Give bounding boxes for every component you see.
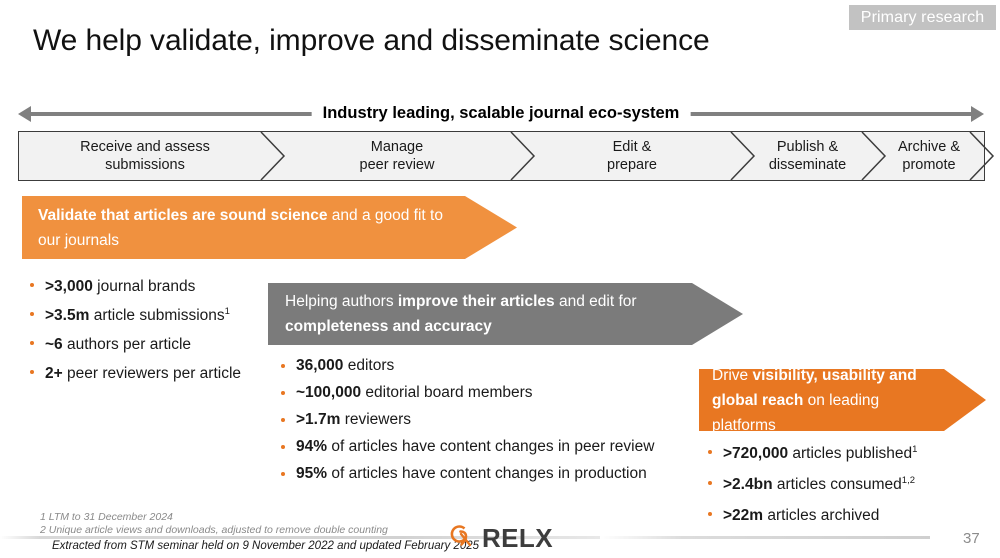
banner-improve-bold2: completeness and accuracy (285, 318, 492, 335)
page-number: 37 (963, 530, 980, 547)
banner-disseminate: Drive visibility, usability and global r… (699, 369, 986, 431)
list-item: >1.7m reviewers (279, 406, 654, 433)
process-step-label: Receive and assess submissions (80, 139, 210, 173)
process-step-label: Manage peer review (359, 139, 435, 173)
process-step-manage[interactable]: Manage peer review (272, 131, 522, 181)
banner-disseminate-rest: on leading platforms (712, 391, 880, 434)
relx-logo: RELX (448, 521, 553, 554)
list-item: >3,000 journal brands (28, 270, 241, 299)
process-step-archive[interactable]: Archive & promote (873, 131, 985, 181)
banner-improve-bold: improve their articles (397, 293, 555, 310)
banner-validate: Validate that articles are sound science… (22, 196, 517, 259)
bullet-list-disseminate: >720,000 articles published1 >2.4bn arti… (706, 436, 917, 529)
list-item: 95% of articles have content changes in … (279, 460, 654, 487)
banner-validate-bold: Validate that articles are sound science (38, 206, 328, 224)
status-badge: Primary research (849, 5, 996, 30)
banner-improve-mid: and edit for (554, 293, 637, 310)
list-item: ~6 authors per article (28, 328, 241, 357)
footnote-1: 1 LTM to 31 December 2024 (40, 511, 173, 523)
footnotes: 1 LTM to 31 December 2024 2 Unique artic… (40, 511, 388, 537)
list-item: 94% of articles have content changes in … (279, 433, 654, 460)
list-item: 36,000 editors (279, 352, 654, 379)
list-item: 2+ peer reviewers per article (28, 357, 241, 386)
banner-disseminate-bold: visibility, usability and global reach (712, 366, 917, 409)
banner-disseminate-text: Drive visibility, usability and global r… (712, 366, 940, 434)
footer-divider-right (600, 536, 930, 539)
banner-improve: Helping authors improve their articles a… (268, 283, 743, 345)
source-note: Extracted from STM seminar held on 9 Nov… (52, 540, 480, 552)
footnote-2: 2 Unique article views and downloads, ad… (40, 524, 388, 536)
banner-improve-pre: Helping authors (285, 293, 398, 310)
industry-arrow-caption: Industry leading, scalable journal eco-s… (311, 102, 691, 124)
list-item: ~100,000 editorial board members (279, 379, 654, 406)
process-step-label: Archive & promote (897, 139, 961, 173)
bullet-list-validate: >3,000 journal brands >3.5m article subm… (28, 270, 241, 387)
industry-arrow-band: Industry leading, scalable journal eco-s… (18, 102, 984, 124)
list-item: >2.4bn articles consumed1,2 (706, 467, 917, 498)
arrow-head-right-icon (971, 106, 984, 122)
banner-validate-text: Validate that articles are sound science… (38, 203, 457, 253)
banner-improve-text: Helping authors improve their articles a… (285, 289, 685, 339)
process-step-edit[interactable]: Edit & prepare (522, 131, 742, 181)
relx-mark-icon (448, 521, 478, 554)
list-item: >22m articles archived (706, 498, 917, 529)
banner-disseminate-pre: Drive (712, 366, 753, 384)
process-step-receive[interactable]: Receive and assess submissions (18, 131, 272, 181)
page-title: We help validate, improve and disseminat… (33, 24, 710, 57)
process-step-publish[interactable]: Publish & disseminate (742, 131, 873, 181)
arrow-head-left-icon (18, 106, 31, 122)
list-item: >720,000 articles published1 (706, 436, 917, 467)
list-item: >3.5m article submissions1 (28, 299, 241, 328)
footer-divider (0, 536, 1000, 539)
process-step-label: Publish & disseminate (768, 139, 847, 173)
process-chevron-bar: Receive and assess submissions Manage peer… (18, 131, 995, 181)
bullet-list-improve: 36,000 editors ~100,000 editorial board … (279, 352, 654, 487)
relx-wordmark: RELX (482, 522, 553, 553)
process-step-label: Edit & prepare (607, 139, 657, 173)
banner-validate-rest: and a good fit to our journals (38, 206, 443, 249)
